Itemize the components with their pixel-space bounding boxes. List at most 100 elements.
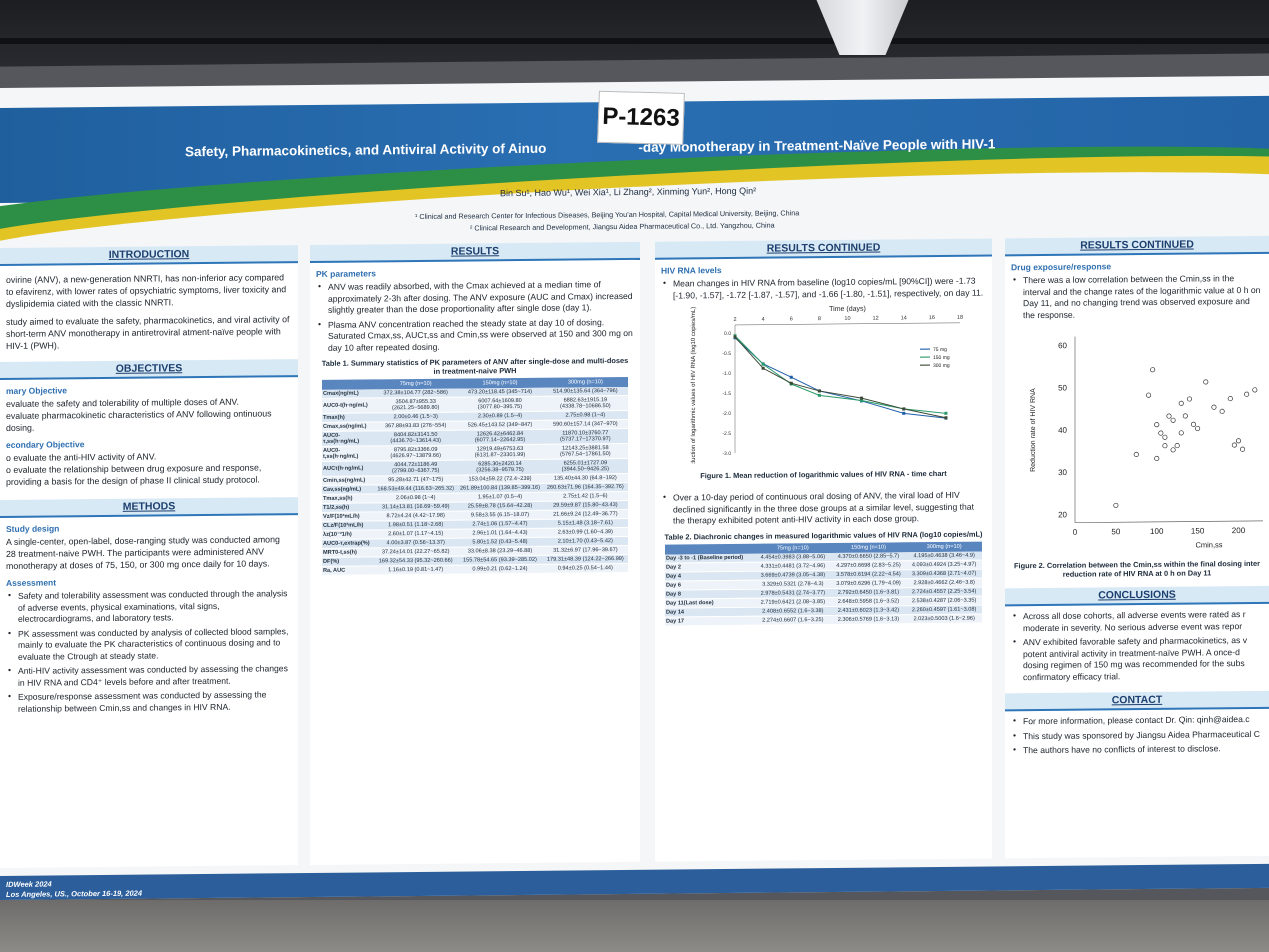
figure-1-point (902, 411, 906, 415)
figure-2-point (1195, 425, 1201, 432)
figure-2-point (1170, 447, 1176, 453)
figure-1-point (789, 375, 793, 379)
figure-2-point (1150, 367, 1156, 373)
figure-2-point (1166, 413, 1172, 419)
figure-2-y-tick-label: 20 (1058, 510, 1067, 519)
results-continued-heading: RESULTS CONTINUED (655, 238, 992, 260)
table-cell: 12626.42±6462.84 (6077.14~22642.95) (457, 429, 543, 446)
figure-1-title: Time (days) (829, 306, 866, 313)
figure-2-y-tick-label: 30 (1058, 468, 1067, 477)
results-heading: RESULTS (310, 241, 640, 264)
table-2-wrap: 75mg (n=10) 150mg (n=10) 300mg (n=10) Day … (655, 541, 992, 626)
table-cell: Tmax,ss(h) (322, 493, 375, 504)
table-1-body: Cmax(ng/mL) 372.38±104.77 (282~586) 473.20… (322, 386, 628, 576)
conclusions-heading: CONCLUSIONS (1005, 585, 1269, 607)
table-cell: DF(%) (322, 556, 375, 567)
figure-2-point (1203, 379, 1209, 385)
figure-2-point (1227, 396, 1233, 402)
table-cell: MRT0-t,ss(h) (322, 547, 375, 558)
objectives-heading: OBJECTIVES (0, 359, 298, 380)
table-cell: 1.16±0.19 (0.81~1.47) (374, 565, 458, 575)
figure-2-point (1178, 430, 1184, 436)
table-cell: Day 17 (665, 615, 755, 626)
figure-2-point (1154, 455, 1160, 462)
poster-number-tag: P-1263 (597, 90, 685, 145)
table-cell: 12143.25±3881.58 (5767.54~17861.50) (542, 443, 628, 460)
table-cell: 8795.82±3366.09 (4626.97~13879.66) (374, 445, 458, 461)
figure-1-x-tick-label: 12 (873, 316, 879, 322)
table-cell: 6255.01±1727.09 (3944.50~9426.25) (542, 458, 628, 475)
pk-bullet-2: Plasma ANV concentration reached the ste… (310, 315, 640, 356)
figure-2-point (1174, 443, 1180, 449)
figure-1-y-tick-label: -0.5 (722, 351, 731, 357)
conclusions-bullet-2: ANV exhibited favorable safety and pharm… (1005, 634, 1269, 686)
table-cell: T1/2,ss(h) (322, 502, 375, 513)
figure-1-point (902, 407, 906, 411)
table-cell: 12919.49±6753.63 (6131.87~23301.99) (457, 444, 543, 461)
table-cell: AUC0-τ,extrap(%) (322, 538, 375, 549)
figure-1-x-tick-label: 18 (957, 315, 963, 321)
floor (0, 900, 1269, 952)
figure-1-point (789, 381, 793, 385)
hiv-rna-label: HIV RNA levels (661, 265, 722, 276)
poster-number: P-1263 (601, 102, 681, 132)
figure-2-point (1219, 408, 1225, 414)
table-cell: 2.023±0.5003 (1.6~2.96) (906, 613, 982, 624)
figure-1-series-line (734, 336, 947, 419)
figure-1-series-line (734, 335, 946, 414)
figure-2-point (1170, 417, 1176, 423)
column-results: RESULTS PK parameters ANV was readily ab… (310, 241, 640, 866)
figure-2-x-tick-label: 200 (1232, 526, 1246, 535)
figure-1-y-tick-label: 0.0 (724, 331, 731, 337)
column-intro: INTRODUCTION ovirine (ANV), a new-genera… (0, 245, 298, 869)
figure-2-point (1240, 446, 1246, 452)
figure-1-y-tick-label: -1.0 (722, 371, 731, 377)
figure-1-line-chart: Time (days) 2 4 6 8 10 12 14 16 18 0.0 -0.5 -1.0 -1.5… (691, 306, 963, 472)
figure-2-point (1231, 442, 1237, 448)
figure-2-x-tick-label: 150 (1191, 526, 1205, 535)
figure-2-x-tick-label: 100 (1150, 527, 1164, 536)
figure-2-point (1158, 430, 1164, 436)
assessment-bullet-2: PK assessment was conducted by analysis … (0, 625, 298, 665)
table-cell: 6007.64±1609.80 (3077.80~395.75) (457, 396, 543, 413)
table-1-wrap: 75mg (n=10) 150mg (n=10) 300mg (n=10) Cmax… (310, 376, 640, 576)
figure-1-point (860, 399, 864, 403)
table-cell: λz(10⁻²1/h) (322, 529, 375, 540)
column-results-continued: RESULTS CONTINUED HIV RNA levels Mean ch… (655, 238, 992, 862)
figure-1-x-tick-label: 2 (733, 317, 736, 323)
hiv-bullet-2: Over a 10-day period of continuous oral … (655, 488, 992, 529)
table-cell: AUC0-τ,ss(h·ng/mL) (322, 430, 375, 447)
figure-1-point (817, 389, 821, 393)
poster: Safety, Pharmacokinetics, and Antiviral … (0, 75, 1269, 900)
table-cell: Ra, AUC (322, 565, 375, 576)
figure-1-x-tick-label: 14 (901, 315, 907, 321)
table-row: Ra, AUC 1.16±0.19 (0.81~1.47) 0.99±0.21 (0… (322, 563, 628, 576)
intro-paragraph-2: study aimed to evaluate the safety, phar… (6, 314, 290, 351)
pk-bullet-1: ANV was readily absorbed, with the Cmax … (310, 278, 640, 319)
figure-2-x-tick-label: 0 (1073, 528, 1078, 537)
figure-2-y-tick-label: 40 (1058, 426, 1067, 435)
table-1: 75mg (n=10) 150mg (n=10) 300mg (n=10) Cmax… (322, 376, 628, 576)
figure-1-x-tick-label: 16 (929, 315, 935, 321)
figure-1-y-tick-label: -2.0 (722, 411, 731, 417)
table-cell: 4044.72±1186.49 (2799.00~6367.75) (374, 460, 458, 476)
table-cell: 2.274±0.6607 (1.6~3.25) (754, 615, 831, 625)
footer-line-2: Los Angeles, US., October 16-19, 2024 (6, 888, 143, 899)
figure-2-point (1252, 387, 1258, 393)
column-results-continued-2: RESULTS CONTINUED Drug exposure/response… (1005, 235, 1269, 859)
figure-1-point (761, 366, 765, 370)
figure-1-point (733, 335, 737, 339)
figure-2-point (1133, 451, 1139, 458)
figure-1-point (944, 411, 948, 415)
figure-1-y-tick-label: -2.5 (722, 431, 731, 437)
figure-1-x-axis (735, 322, 960, 326)
intro-paragraph-1: ovirine (ANV), a new-generation NNRTI, h… (6, 272, 287, 309)
contact-bullet-3: The authors have no conflicts of interes… (1005, 742, 1269, 759)
table-cell: 2.306±0.5769 (1.6~3.13) (830, 614, 907, 625)
ceiling-beam (0, 38, 1269, 44)
results-continued-2-heading: RESULTS CONTINUED (1005, 235, 1269, 257)
table-cell: Cav,ss(ng/mL) (322, 484, 375, 495)
figure-2-scatter-chart: 20 30 40 50 60 0 50 100 150 200 Cmin,ss Reduction r… (1030, 336, 1263, 550)
contact-heading: CONTACT (1005, 690, 1269, 712)
assessment-bullet-4: Exposure/response assessment was conduct… (0, 688, 298, 717)
